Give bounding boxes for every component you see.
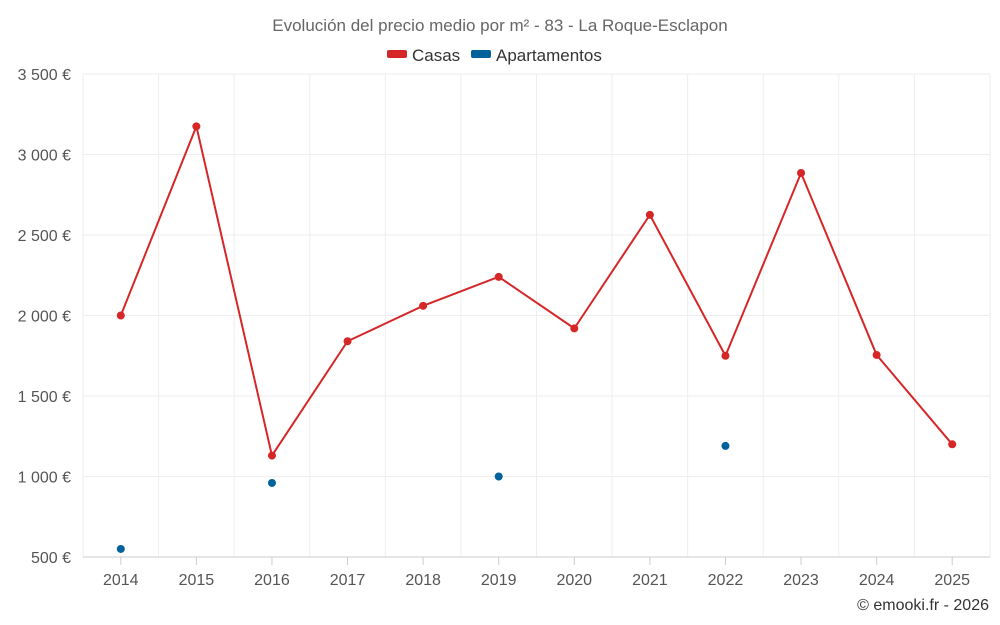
x-tick-label: 2023 — [783, 572, 819, 589]
point-casas-2015[interactable] — [192, 122, 201, 131]
axes: 500 € 1 000 € 1 500 € 2 000 € 2 500 € 3 000 €… — [18, 67, 990, 589]
legend-item-apartamentos[interactable]: Apartamentos — [471, 46, 602, 65]
series-line-casas — [119, 125, 953, 457]
chart-title: Evolución del precio medio por m² - 83 -… — [272, 16, 727, 35]
point-casas-2024[interactable] — [872, 350, 881, 359]
series-apartamentos — [116, 441, 730, 553]
x-tick-label: 2021 — [632, 572, 668, 589]
point-apartamentos-2014[interactable] — [116, 544, 125, 553]
point-casas-2020[interactable] — [570, 324, 579, 333]
legend: Casas Apartamentos — [387, 46, 602, 65]
y-tick-label: 500 € — [31, 550, 71, 567]
x-tick-label: 2015 — [179, 572, 215, 589]
point-casas-2022[interactable] — [721, 351, 730, 360]
x-tick-label: 2017 — [330, 572, 366, 589]
y-tick-label: 1 500 € — [18, 389, 71, 406]
series-casas — [116, 122, 957, 460]
y-tick-label: 2 000 € — [18, 309, 71, 326]
legend-swatch-casas — [387, 50, 407, 58]
credit-text: © emooki.fr - 2026 — [857, 597, 989, 614]
legend-item-casas[interactable]: Casas — [387, 46, 460, 65]
point-casas-2017[interactable] — [343, 337, 352, 346]
y-tick-label: 3 000 € — [18, 148, 71, 165]
legend-swatch-apartamentos — [471, 50, 491, 58]
point-casas-2014[interactable] — [116, 311, 125, 320]
y-tick-label: 3 500 € — [18, 67, 71, 84]
x-tick-label: 2024 — [859, 572, 895, 589]
grid — [82, 73, 991, 557]
point-casas-2016[interactable] — [267, 451, 276, 460]
x-tick-label: 2016 — [254, 572, 290, 589]
point-casas-2023[interactable] — [797, 169, 806, 178]
point-casas-2018[interactable] — [419, 301, 428, 310]
x-tick-label: 2022 — [708, 572, 744, 589]
x-tick-label: 2019 — [481, 572, 517, 589]
point-apartamentos-2022[interactable] — [721, 441, 730, 450]
x-tick-label: 2025 — [934, 572, 970, 589]
series — [116, 122, 957, 553]
point-casas-2019[interactable] — [494, 272, 503, 281]
point-apartamentos-2016[interactable] — [267, 478, 276, 487]
y-tick-label: 2 500 € — [18, 228, 71, 245]
point-casas-2021[interactable] — [645, 210, 654, 219]
x-tick-label: 2020 — [556, 572, 592, 589]
point-casas-2025[interactable] — [948, 440, 957, 449]
x-tick-label: 2014 — [103, 572, 139, 589]
legend-label-casas: Casas — [412, 46, 460, 65]
point-apartamentos-2019[interactable] — [494, 472, 503, 481]
y-tick-label: 1 000 € — [18, 470, 71, 487]
x-tick-label: 2018 — [405, 572, 441, 589]
legend-label-apartamentos: Apartamentos — [496, 46, 602, 65]
